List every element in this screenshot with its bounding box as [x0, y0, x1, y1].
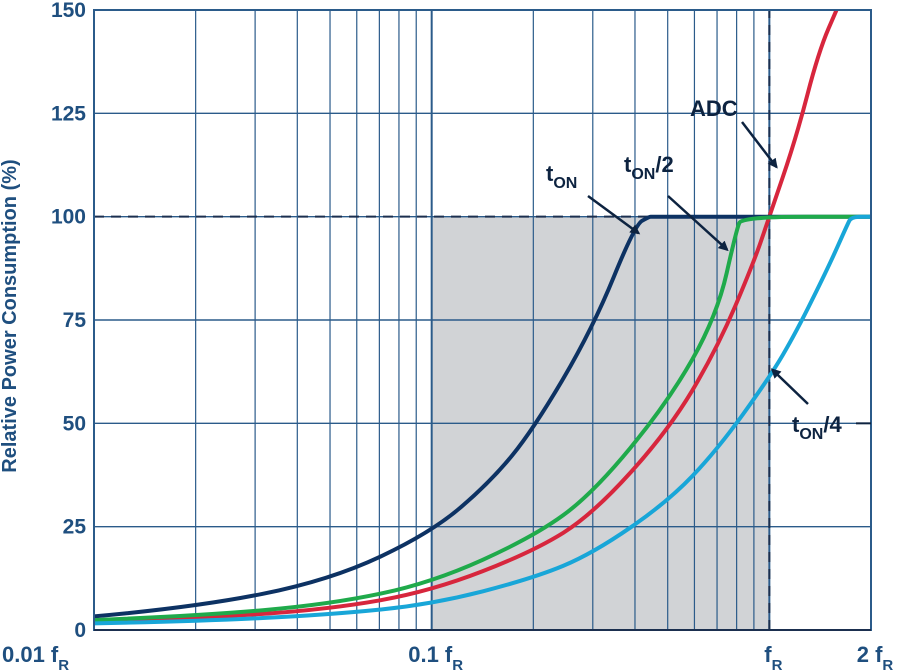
- y-tick-label: 100: [51, 206, 86, 229]
- y-tick-label: 0: [74, 619, 86, 642]
- series-line-1: [94, 214, 871, 619]
- plot-frame-layer: [93, 9, 872, 631]
- annotation-label: ADC: [690, 96, 738, 121]
- annotation-arrow: [741, 121, 778, 169]
- x-tick-label: 2 fR: [857, 642, 894, 672]
- annotation-arrow: [587, 194, 641, 235]
- y-tick-label: 25: [63, 516, 87, 539]
- y-tick-label: 150: [51, 0, 86, 22]
- series-line-0: [94, 10, 839, 624]
- series-line-2: [94, 214, 871, 623]
- y-tick-label: 75: [63, 309, 87, 332]
- x-tick-label: 0.01 fR: [2, 642, 69, 672]
- x-tick-label: 0.1 fR: [408, 642, 463, 672]
- x-tick-label: fR: [764, 642, 782, 672]
- annotation-label: tON/4: [792, 412, 842, 443]
- annotation-arrow: [667, 195, 729, 252]
- annotation-label: tON/2: [624, 152, 674, 183]
- series-layer: [94, 10, 871, 626]
- y-tick-label: 50: [63, 412, 86, 435]
- y-axis-label: Relative Power Consumption (%): [0, 159, 21, 472]
- series-line-3: [94, 214, 871, 626]
- y-tick-label: 125: [51, 102, 86, 125]
- annotations-layer: ADC tON tON/2 tON/4: [546, 96, 871, 443]
- annotation-label: tON: [546, 161, 577, 192]
- annotation-arrow: [770, 368, 809, 405]
